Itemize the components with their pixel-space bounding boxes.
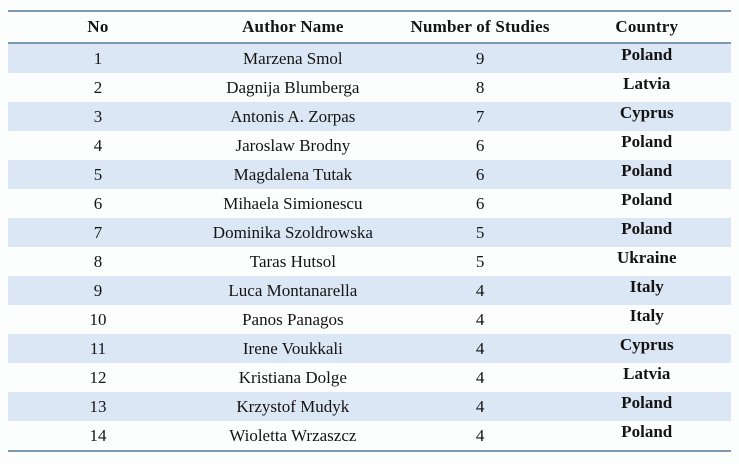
table-row: 9 Luca Montanarella 4 Italy (8, 276, 731, 305)
cell-no: 6 (93, 193, 103, 213)
country-label: Cyprus (619, 334, 674, 354)
cell-country: Poland (563, 160, 731, 189)
table-row: 2 Dagnija Blumberga 8 Latvia (8, 73, 731, 102)
cell-author: Taras Hutsol (249, 251, 336, 271)
cell-studies: 9 (475, 48, 485, 68)
cell-studies: 6 (475, 135, 485, 155)
header-no: No (87, 17, 109, 36)
cell-studies: 4 (475, 367, 485, 387)
cell-studies: 4 (475, 338, 485, 358)
cell-studies: 4 (475, 396, 485, 416)
table-row: 12 Kristiana Dolge 4 Latvia (8, 363, 731, 392)
cell-studies: 5 (475, 222, 485, 242)
table-row: 1 Marzena Smol 9 Poland (8, 43, 731, 73)
cell-no: 13 (89, 396, 107, 416)
cell-author: Irene Voukkali (242, 338, 343, 358)
cell-country: Latvia (563, 363, 731, 392)
cell-studies: 4 (475, 280, 485, 300)
country-label: Poland (621, 160, 673, 180)
cell-author: Panos Panagos (242, 309, 344, 329)
table-row: 11 Irene Voukkali 4 Cyprus (8, 334, 731, 363)
cell-no: 7 (93, 222, 103, 242)
header-author: Author Name (242, 17, 344, 36)
cell-no: 11 (89, 338, 107, 358)
cell-country: Poland (563, 392, 731, 421)
cell-country: Poland (563, 131, 731, 160)
country-label: Poland (621, 44, 673, 64)
country-label: Italy (629, 305, 664, 325)
cell-author: Kristiana Dolge (238, 367, 347, 387)
cell-country: Latvia (563, 73, 731, 102)
cell-author: Jaroslaw Brodny (235, 135, 351, 155)
header-row: No Author Name Number of Studies Country (8, 11, 731, 43)
country-label: Poland (621, 421, 673, 441)
cell-no: 1 (93, 48, 103, 68)
table-row: 10 Panos Panagos 4 Italy (8, 305, 731, 334)
cell-country: Cyprus (563, 102, 731, 131)
cell-no: 4 (93, 135, 103, 155)
country-label: Latvia (623, 73, 671, 93)
table-row: 14 Wioletta Wrzaszcz 4 Poland (8, 421, 731, 451)
cell-studies: 8 (475, 77, 485, 97)
table-row: 3 Antonis A. Zorpas 7 Cyprus (8, 102, 731, 131)
cell-studies: 6 (475, 164, 485, 184)
country-label: Italy (629, 276, 664, 296)
cell-no: 12 (89, 367, 107, 387)
table-row: 4 Jaroslaw Brodny 6 Poland (8, 131, 731, 160)
cell-country: Ukraine (563, 247, 731, 276)
cell-no: 2 (93, 77, 103, 97)
cell-no: 8 (93, 251, 103, 271)
cell-studies: 6 (475, 193, 485, 213)
cell-studies: 4 (475, 309, 485, 329)
table-row: 5 Magdalena Tutak 6 Poland (8, 160, 731, 189)
cell-country: Italy (563, 305, 731, 334)
cell-country: Poland (563, 189, 731, 218)
header-country: Country (615, 17, 679, 36)
cell-studies: 7 (475, 106, 485, 126)
country-label: Poland (621, 131, 673, 151)
cell-author: Krzystof Mudyk (236, 396, 350, 416)
table-row: 13 Krzystof Mudyk 4 Poland (8, 392, 731, 421)
cell-no: 10 (89, 309, 107, 329)
cell-author: Marzena Smol (243, 48, 343, 68)
authors-table: No Author Name Number of Studies Country… (8, 10, 731, 452)
cell-country: Poland (563, 43, 731, 73)
cell-author: Dagnija Blumberga (226, 77, 360, 97)
cell-no: 3 (93, 106, 103, 126)
cell-country: Italy (563, 276, 731, 305)
table-row: 7 Dominika Szoldrowska 5 Poland (8, 218, 731, 247)
country-label: Poland (621, 189, 673, 209)
table-header: No Author Name Number of Studies Country (8, 11, 731, 43)
country-label: Ukraine (617, 247, 677, 267)
country-label: Poland (621, 218, 673, 238)
cell-author: Wioletta Wrzaszcz (229, 425, 357, 445)
cell-author: Dominika Szoldrowska (212, 222, 373, 242)
cell-author: Magdalena Tutak (233, 164, 353, 184)
country-label: Poland (621, 392, 673, 412)
cell-country: Poland (563, 421, 731, 451)
cell-author: Antonis A. Zorpas (230, 106, 356, 126)
cell-author: Luca Montanarella (228, 280, 358, 300)
table-row: 8 Taras Hutsol 5 Ukraine (8, 247, 731, 276)
cell-no: 14 (89, 425, 107, 445)
cell-author: Mihaela Simionescu (223, 193, 363, 213)
table-body: 1 Marzena Smol 9 Poland 2 Dagnija Blumberga 8 L… (8, 43, 731, 451)
country-label: Cyprus (619, 102, 674, 122)
cell-no: 9 (93, 280, 103, 300)
cell-country: Cyprus (563, 334, 731, 363)
table-row: 6 Mihaela Simionescu 6 Poland (8, 189, 731, 218)
header-studies: Number of Studies (410, 17, 550, 36)
cell-studies: 5 (475, 251, 485, 271)
cell-country: Poland (563, 218, 731, 247)
cell-no: 5 (93, 164, 103, 184)
cell-studies: 4 (475, 425, 485, 445)
country-label: Latvia (623, 363, 671, 383)
